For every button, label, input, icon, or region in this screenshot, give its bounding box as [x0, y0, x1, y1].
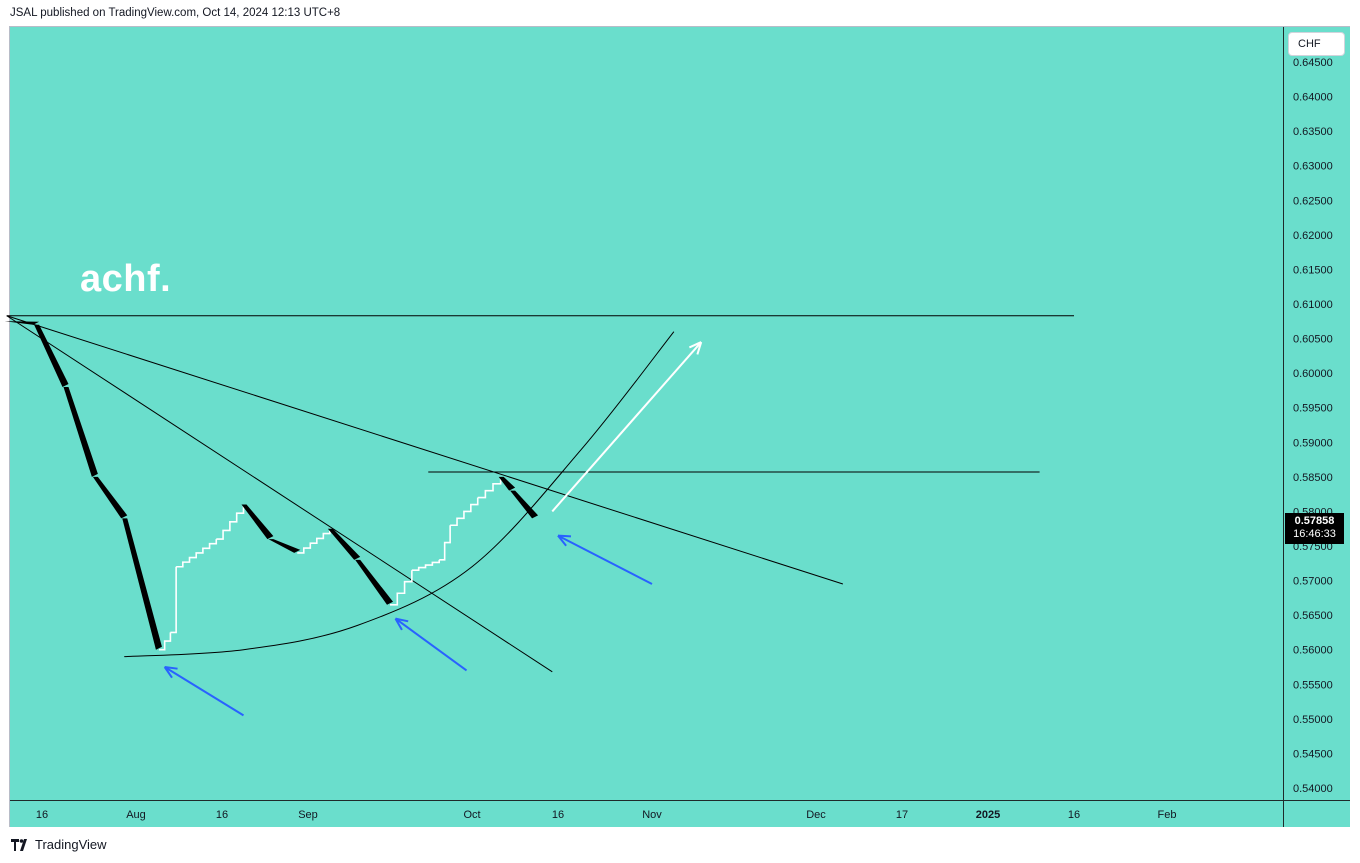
- chart-plot-area[interactable]: [10, 27, 1283, 800]
- published-header: JSAL published on TradingView.com, Oct 1…: [10, 7, 341, 19]
- time-axis[interactable]: [10, 800, 1283, 827]
- tradingview-logo-icon: [11, 838, 27, 851]
- footer-brand[interactable]: TradingView: [11, 837, 107, 852]
- last-price-value: 0.57858: [1294, 515, 1335, 527]
- currency-selector[interactable]: CHF: [1288, 32, 1345, 56]
- footer-brand-text: TradingView: [35, 837, 107, 852]
- last-price-badge: 0.57858 16:46:33: [1285, 513, 1344, 544]
- axis-corner: [1283, 800, 1350, 827]
- price-axis[interactable]: [1283, 27, 1350, 800]
- chart-symbol-label: achf.: [80, 258, 172, 300]
- bar-countdown: 16:46:33: [1293, 528, 1336, 540]
